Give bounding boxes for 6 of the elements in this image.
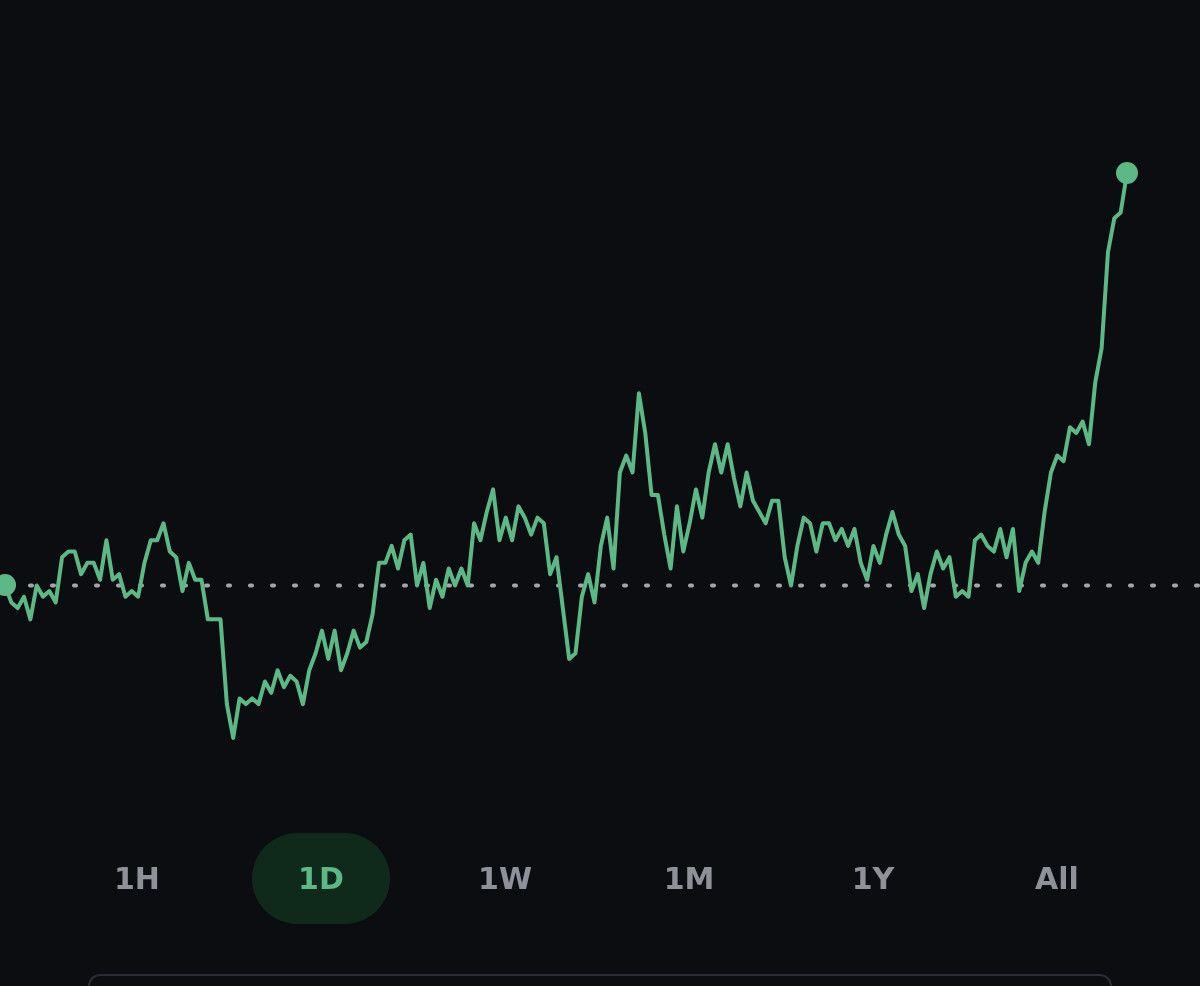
text: 1H: [113, 859, 161, 898]
text: 1D: [252, 832, 390, 924]
text: All: [1034, 859, 1080, 898]
text: 1Y: [850, 859, 896, 898]
text: 1W: [477, 859, 533, 898]
text: 1M: [662, 859, 716, 898]
